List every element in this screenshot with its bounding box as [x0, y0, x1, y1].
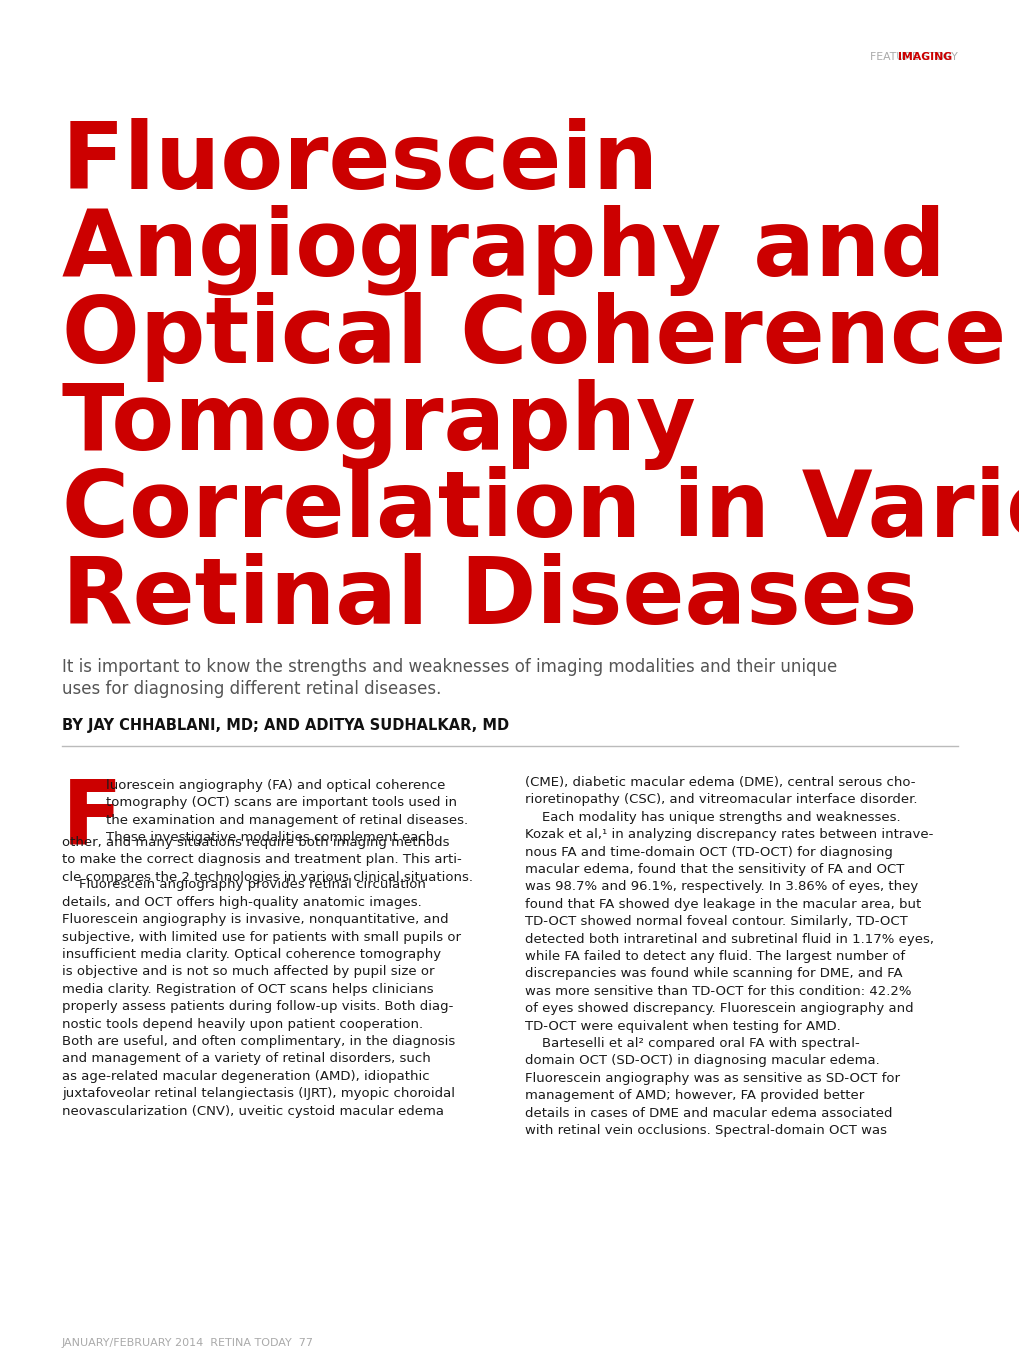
Text: JANUARY/FEBRUARY 2014  RETINA TODAY  77: JANUARY/FEBRUARY 2014 RETINA TODAY 77: [62, 1338, 314, 1348]
Text: (CME), diabetic macular edema (DME), central serous cho-
rioretinopathy (CSC), a: (CME), diabetic macular edema (DME), cen…: [525, 775, 933, 1137]
Text: Tomography: Tomography: [62, 379, 696, 470]
Text: Angiography and: Angiography and: [62, 206, 945, 296]
Text: Retinal Diseases: Retinal Diseases: [62, 553, 917, 643]
Text: It is important to know the strengths and weaknesses of imaging modalities and t: It is important to know the strengths an…: [62, 658, 837, 675]
Text: Correlation in Various: Correlation in Various: [62, 466, 1019, 556]
Text: other, and many situations require both imaging methods
to make the correct diag: other, and many situations require both …: [62, 836, 473, 884]
Text: Fluorescein angiography provides retinal circulation
details, and OCT offers hig: Fluorescein angiography provides retinal…: [62, 878, 461, 1118]
Text: F: F: [62, 775, 122, 863]
Text: IMAGING: IMAGING: [897, 52, 951, 62]
Text: BY JAY CHHABLANI, MD; AND ADITYA SUDHALKAR, MD: BY JAY CHHABLANI, MD; AND ADITYA SUDHALK…: [62, 718, 508, 733]
Text: FEATURE STORY: FEATURE STORY: [869, 52, 960, 62]
Text: Fluorescein: Fluorescein: [62, 118, 658, 208]
Text: luorescein angiography (FA) and optical coherence
tomography (OCT) scans are imp: luorescein angiography (FA) and optical …: [106, 780, 468, 844]
Text: Optical Coherence: Optical Coherence: [62, 292, 1006, 382]
Text: uses for diagnosing different retinal diseases.: uses for diagnosing different retinal di…: [62, 680, 441, 697]
